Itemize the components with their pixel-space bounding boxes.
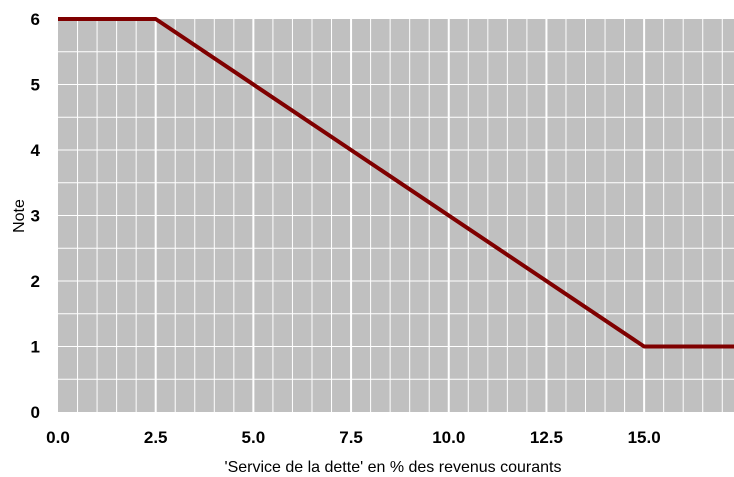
- y-tick-label: 6: [31, 10, 40, 29]
- y-tick-label: 0: [31, 403, 40, 422]
- y-tick-label: 3: [31, 207, 40, 226]
- x-tick-label: 15.0: [628, 428, 661, 447]
- series-line: [58, 17, 734, 349]
- y-tick-label: 1: [31, 338, 40, 357]
- x-axis-label: 'Service de la dette' en % des revenus c…: [225, 459, 562, 476]
- x-tick-label: 10.0: [432, 428, 465, 447]
- grid-lines: [58, 19, 734, 412]
- x-tick-label: 12.5: [530, 428, 563, 447]
- x-tick-label: 7.5: [339, 428, 363, 447]
- y-tick-label: 2: [31, 272, 40, 291]
- series-group: [58, 17, 734, 349]
- y-axis-label: Note: [11, 199, 28, 233]
- tick-labels: 0.0 2.5 5.0 7.5 10.0 12.5 15.0 0 1 2 3 4 5 6: [31, 10, 661, 447]
- x-tick-label: 0.0: [46, 428, 70, 447]
- x-tick-label: 2.5: [144, 428, 168, 447]
- y-tick-label: 5: [31, 76, 40, 95]
- y-tick-label: 4: [31, 141, 41, 160]
- x-tick-label: 5.0: [242, 428, 266, 447]
